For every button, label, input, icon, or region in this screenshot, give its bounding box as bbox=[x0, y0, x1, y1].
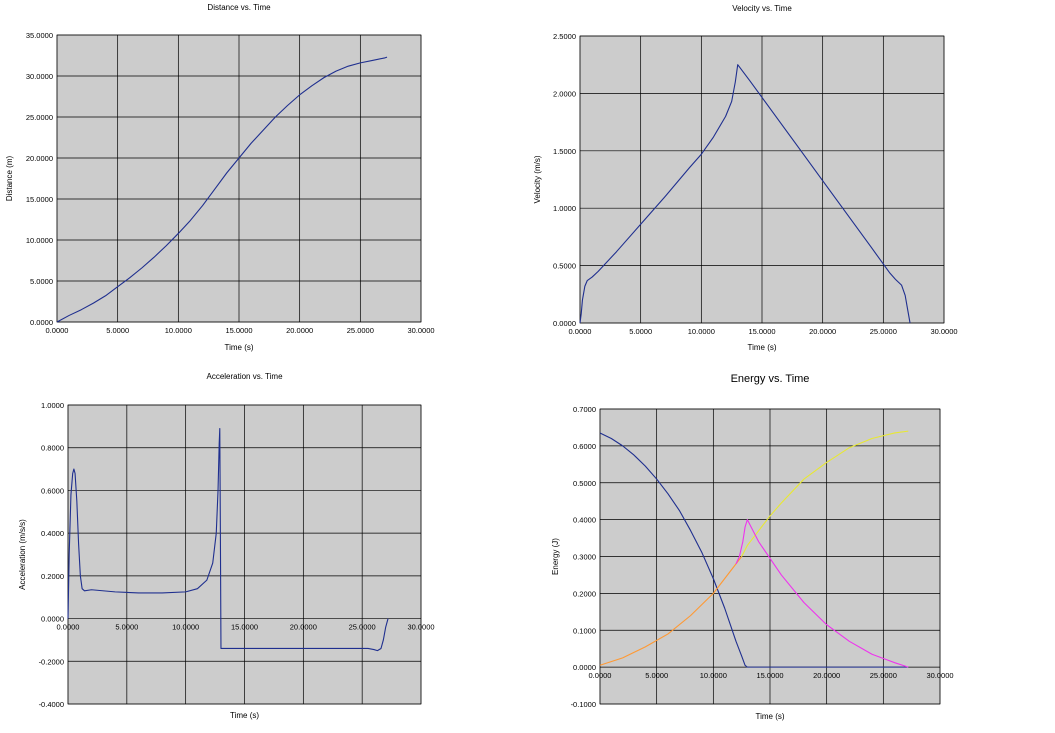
x-tick-label: 20.0000 bbox=[813, 671, 840, 680]
x-tick-label: 15.0000 bbox=[225, 326, 252, 335]
y-tick-label: 25.0000 bbox=[26, 113, 53, 122]
x-axis-label: Time (s) bbox=[747, 343, 776, 352]
y-tick-label: 0.6000 bbox=[41, 486, 64, 495]
x-axis-label: Time (s) bbox=[755, 712, 784, 721]
series-line-2 bbox=[741, 430, 909, 557]
x-axis-label: Time (s) bbox=[224, 343, 253, 352]
y-tick-label: 5.0000 bbox=[30, 277, 53, 286]
x-tick-label: 25.0000 bbox=[870, 671, 897, 680]
series-line-3 bbox=[735, 519, 909, 668]
y-tick-label: 15.0000 bbox=[26, 195, 53, 204]
y-tick-label: -0.1000 bbox=[571, 700, 596, 709]
x-tick-label: 25.0000 bbox=[870, 327, 897, 336]
y-tick-label: 1.5000 bbox=[553, 147, 576, 156]
x-tick-label: 30.0000 bbox=[930, 327, 957, 336]
y-tick-label: 0.4000 bbox=[41, 529, 64, 538]
chart-2: 0.0000 5.0000 10.0000 15.0000 20.0000 25.0000… bbox=[18, 372, 435, 720]
y-axis-label: Energy (J) bbox=[551, 538, 560, 575]
y-tick-label: 0.2000 bbox=[41, 572, 64, 581]
x-tick-label: 30.0000 bbox=[926, 671, 953, 680]
series-line-0 bbox=[56, 56, 388, 323]
x-tick-label: 10.0000 bbox=[688, 327, 715, 336]
x-tick-label: 15.0000 bbox=[756, 671, 783, 680]
x-tick-label: 0.0000 bbox=[589, 671, 612, 680]
y-axis-label: Velocity (m/s) bbox=[533, 155, 542, 203]
y-tick-label: 2.0000 bbox=[553, 89, 576, 98]
y-axis-label: Acceleration (m/s/s) bbox=[18, 519, 27, 590]
y-tick-label: 0.3000 bbox=[573, 553, 596, 562]
chart-title: Distance vs. Time bbox=[207, 3, 271, 12]
y-tick-label: 2.5000 bbox=[553, 32, 576, 41]
x-tick-label: 5.0000 bbox=[115, 623, 138, 632]
y-tick-label: 0.2000 bbox=[573, 589, 596, 598]
series-line-0 bbox=[599, 432, 909, 668]
x-axis-label: Time (s) bbox=[230, 711, 259, 720]
y-tick-label: 0.4000 bbox=[573, 516, 596, 525]
x-tick-label: 20.0000 bbox=[809, 327, 836, 336]
y-tick-label: 35.0000 bbox=[26, 31, 53, 40]
x-tick-label: 25.0000 bbox=[349, 623, 376, 632]
x-tick-label: 15.0000 bbox=[748, 327, 775, 336]
x-tick-label: 10.0000 bbox=[172, 623, 199, 632]
y-axis-label: Distance (m) bbox=[5, 155, 14, 201]
y-tick-label: -0.4000 bbox=[39, 700, 64, 709]
y-tick-label: 0.7000 bbox=[573, 405, 596, 414]
y-tick-label: 0.6000 bbox=[573, 442, 596, 451]
x-tick-label: 5.0000 bbox=[629, 327, 652, 336]
series-line-0 bbox=[67, 427, 389, 652]
x-tick-label: 0.0000 bbox=[46, 326, 69, 335]
y-tick-label: 0.5000 bbox=[573, 479, 596, 488]
y-tick-label: 0.0000 bbox=[573, 663, 596, 672]
chart-title: Acceleration vs. Time bbox=[206, 372, 283, 381]
chart-title: Energy vs. Time bbox=[731, 373, 810, 385]
series-line-0 bbox=[579, 64, 911, 324]
x-tick-label: 20.0000 bbox=[286, 326, 313, 335]
y-tick-label: 0.5000 bbox=[553, 262, 576, 271]
x-tick-label: 10.0000 bbox=[700, 671, 727, 680]
x-tick-label: 5.0000 bbox=[106, 326, 129, 335]
y-tick-label: 30.0000 bbox=[26, 72, 53, 81]
y-tick-label: 0.0000 bbox=[30, 318, 53, 327]
series-line-1 bbox=[599, 556, 743, 666]
x-tick-label: 30.0000 bbox=[407, 326, 434, 335]
x-tick-label: 30.0000 bbox=[407, 623, 434, 632]
y-tick-label: 0.1000 bbox=[573, 626, 596, 635]
chart-1: 0.0000 5.0000 10.0000 15.0000 20.0000 25.0000… bbox=[533, 4, 958, 352]
chart-title: Velocity vs. Time bbox=[732, 4, 792, 13]
x-tick-label: 10.0000 bbox=[165, 326, 192, 335]
x-tick-label: 0.0000 bbox=[569, 327, 592, 336]
x-tick-label: 25.0000 bbox=[347, 326, 374, 335]
x-tick-label: 15.0000 bbox=[231, 623, 258, 632]
y-tick-label: 0.8000 bbox=[41, 444, 64, 453]
chart-3: 0.0000 5.0000 10.0000 15.0000 20.0000 25.0000… bbox=[551, 373, 954, 721]
x-tick-label: 0.0000 bbox=[57, 623, 80, 632]
y-tick-label: -0.2000 bbox=[39, 657, 64, 666]
y-tick-label: 1.0000 bbox=[41, 401, 64, 410]
y-tick-label: 0.0000 bbox=[41, 615, 64, 624]
x-tick-label: 20.0000 bbox=[290, 623, 317, 632]
y-tick-label: 20.0000 bbox=[26, 154, 53, 163]
chart-0: 0.0000 5.0000 10.0000 15.0000 20.0000 25.0000… bbox=[5, 3, 435, 352]
y-tick-label: 1.0000 bbox=[553, 204, 576, 213]
y-tick-label: 0.0000 bbox=[553, 319, 576, 328]
y-tick-label: 10.0000 bbox=[26, 236, 53, 245]
x-tick-label: 5.0000 bbox=[645, 671, 668, 680]
